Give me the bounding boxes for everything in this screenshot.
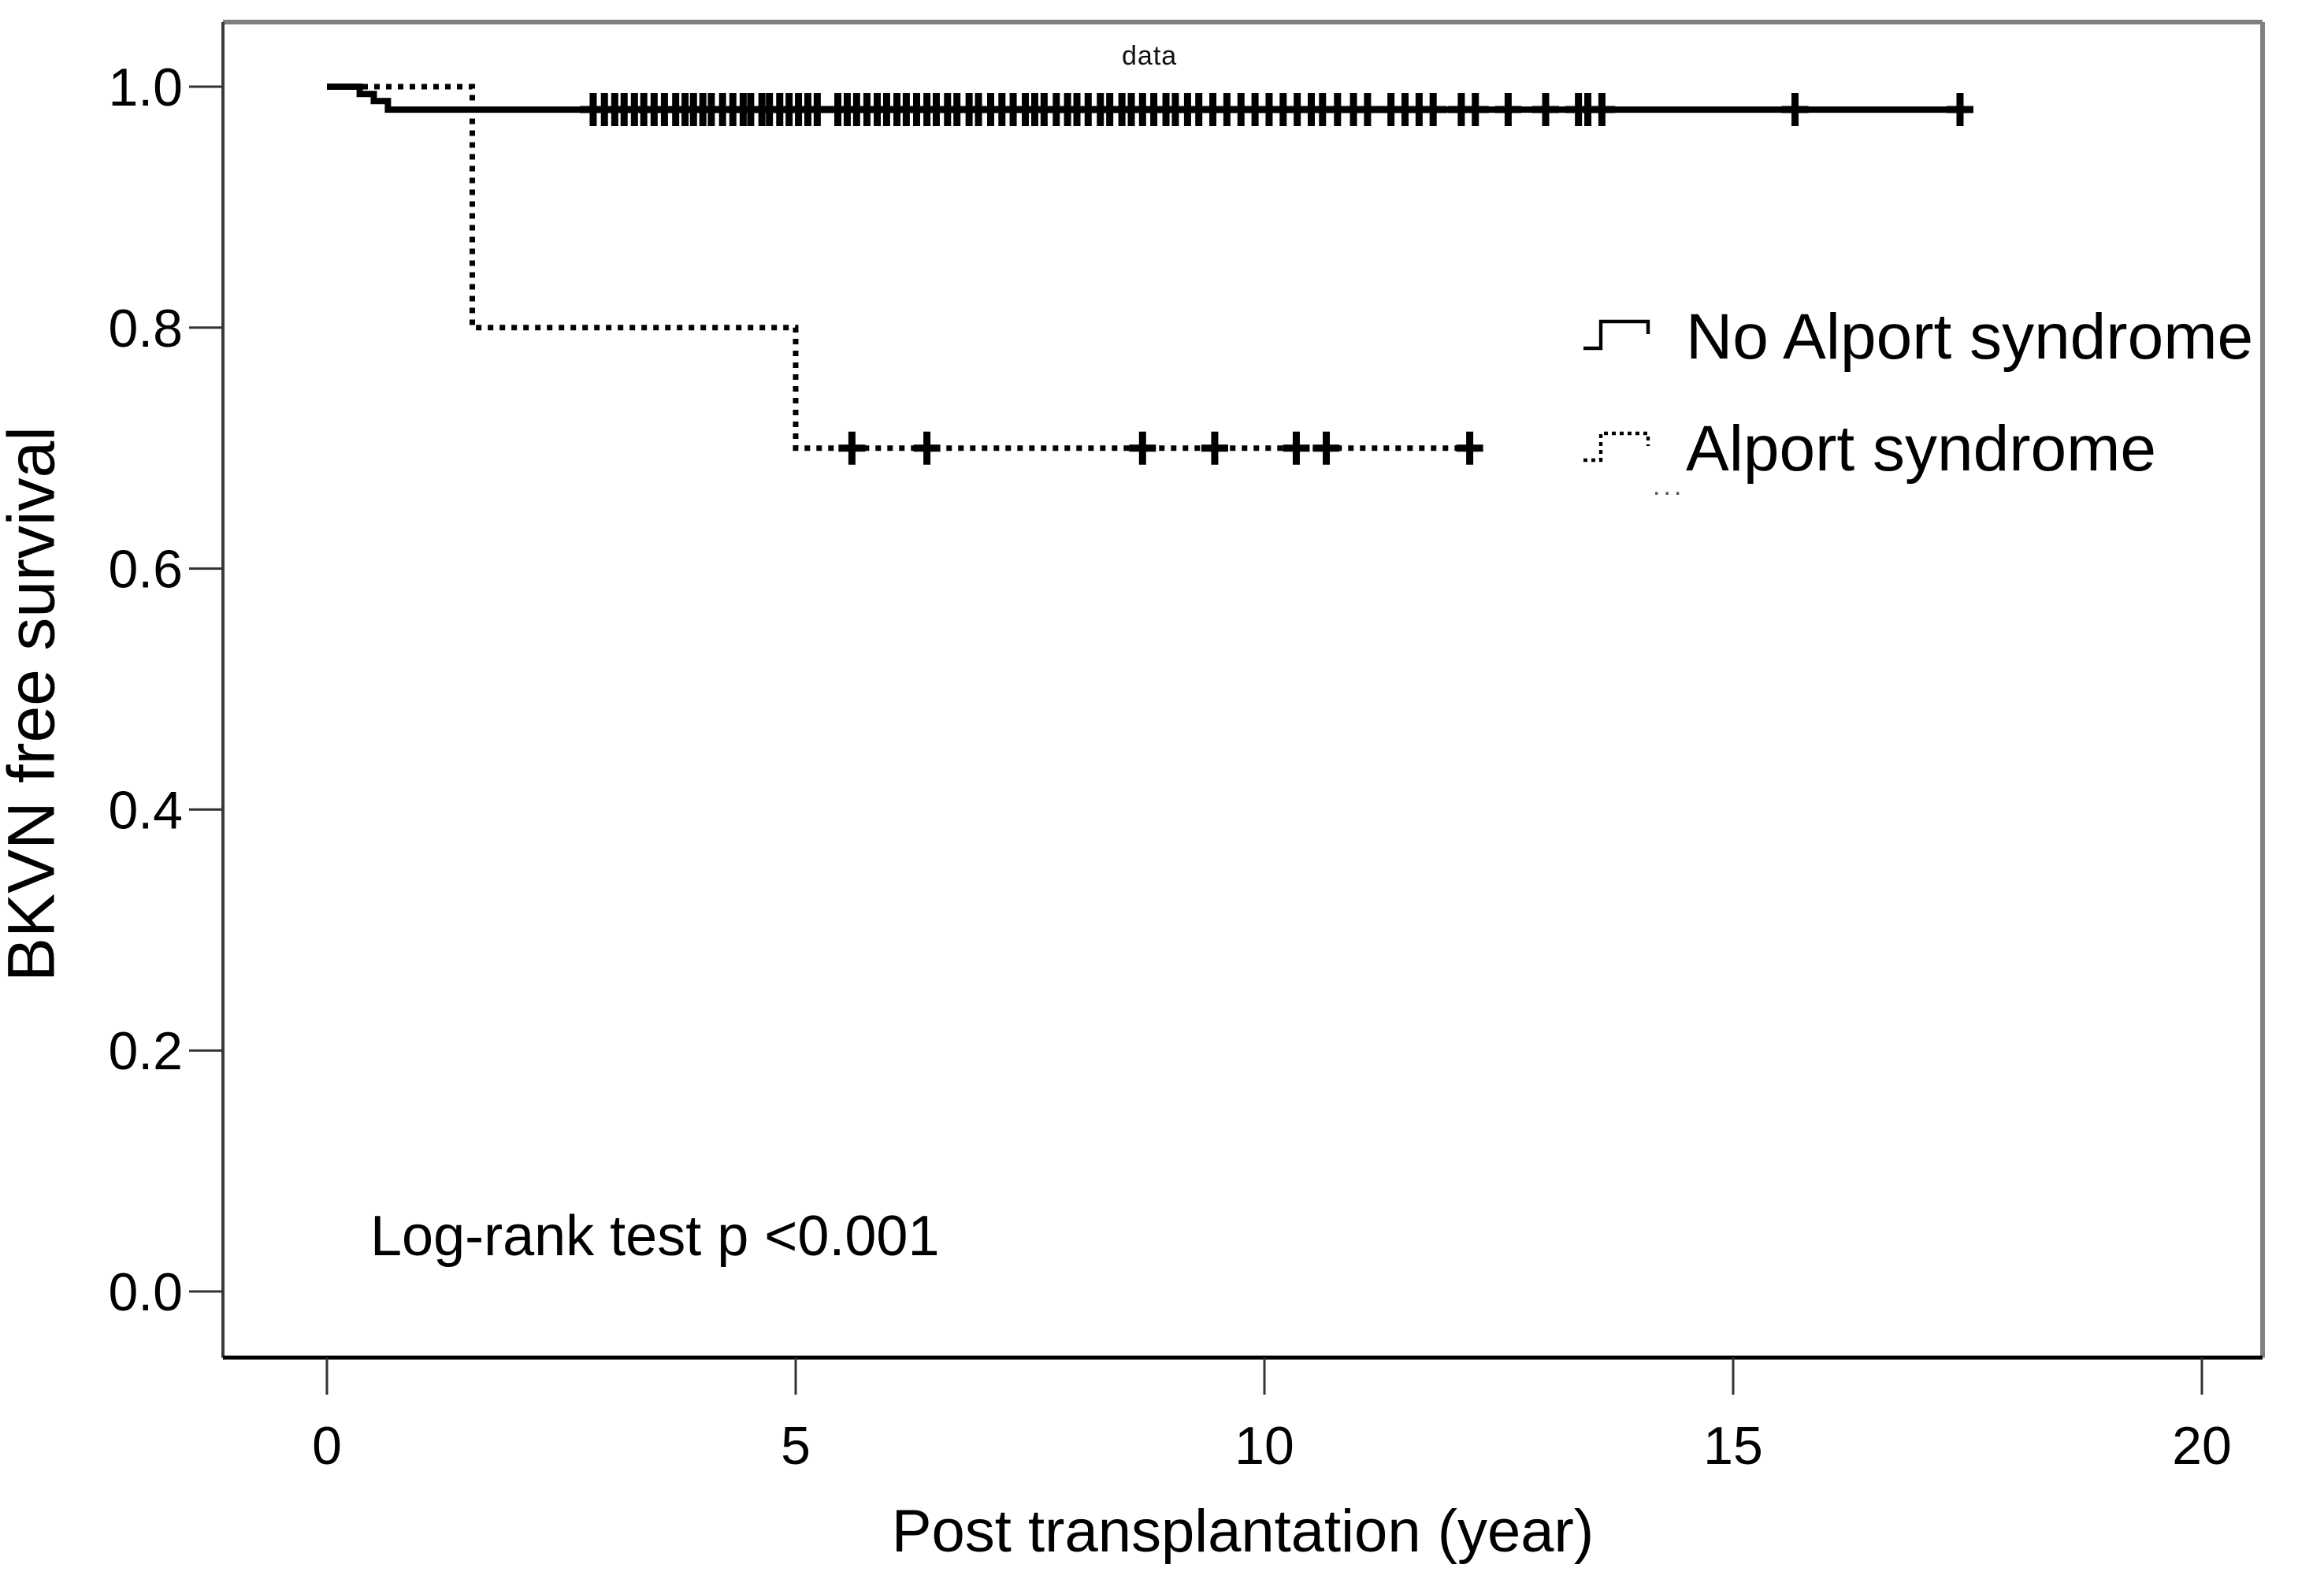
survival-curves-layer [327, 84, 1973, 465]
y-tick-label: 0.6 [108, 540, 183, 600]
solid-step-line-icon [1583, 319, 1650, 351]
censor-mark [838, 431, 866, 465]
curve-alport-syndrome [327, 84, 1470, 451]
censor-mark [1781, 93, 1809, 127]
legend-item-alport: Alport syndrome [1582, 402, 2253, 496]
censor-mark [1353, 93, 1381, 127]
censor-mark [1494, 93, 1522, 127]
legend-item-no-alport: No Alport syndrome [1582, 290, 2253, 385]
x-tick-label: 15 [1703, 1416, 1763, 1476]
y-tick-label: 0.4 [108, 780, 183, 840]
tiny-artifact-label: data [1122, 41, 1178, 71]
censor-mark [1201, 431, 1228, 465]
axis-ticks-layer: 0 5 10 15 20 0.0 0.2 0.4 0.6 0.8 1.0 [108, 58, 2231, 1476]
legend-artifact-dots: ... [1653, 471, 1685, 501]
dotted-step-line-icon [1583, 431, 1650, 463]
legend-label-alport: Alport syndrome [1686, 413, 2157, 485]
censor-mark [1420, 93, 1447, 127]
censor-mark [1456, 431, 1483, 465]
censor-mark [1129, 431, 1156, 465]
y-tick-label: 1.0 [108, 58, 183, 117]
y-tick-label: 0.8 [108, 299, 183, 359]
y-tick-label: 0.2 [108, 1021, 183, 1081]
legend-label-no-alport: No Alport syndrome [1686, 301, 2254, 373]
censor-mark [913, 431, 941, 465]
curve-no-alport-syndrome [327, 84, 1960, 113]
censor-mark [1312, 431, 1340, 465]
censor-mark [1946, 93, 1973, 127]
censor-mark [1461, 93, 1489, 127]
x-tick-label: 10 [1234, 1416, 1294, 1476]
x-tick-label: 5 [781, 1416, 811, 1476]
legend: No Alport syndrome Alport syndrome [1582, 290, 2253, 496]
y-axis-title: BKVN free survival [0, 426, 69, 982]
logrank-annotation: Log-rank test p <0.001 [370, 1205, 940, 1268]
y-tick-label: 0.0 [108, 1262, 183, 1322]
x-tick-label: 0 [312, 1416, 342, 1476]
x-axis-title: Post transplantation (year) [891, 1498, 1595, 1565]
censor-mark [1532, 93, 1559, 127]
censor-mark [1283, 431, 1310, 465]
x-tick-label: 20 [2172, 1416, 2232, 1476]
censor-mark [1588, 93, 1616, 127]
